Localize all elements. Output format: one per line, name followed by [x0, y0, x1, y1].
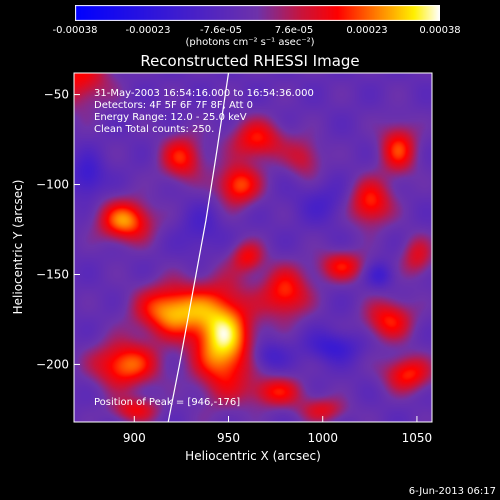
colorbar-tick-4: 0.00023 [346, 25, 388, 36]
colorbar-tick-0: -0.00038 [52, 25, 98, 36]
colorbar-gradient [75, 5, 440, 21]
annotation-counts: Clean Total counts: 250. [94, 124, 215, 135]
footer-timestamp: 6-Jun-2013 06:17 [408, 486, 496, 497]
annotation-detectors: Detectors: 4F 5F 6F 7F 8F, Att 0 [94, 100, 254, 111]
plot-frame [73, 72, 433, 423]
heatmap-image [74, 73, 432, 422]
colorbar-tick-5: 0.00038 [419, 25, 461, 36]
y-tick-label-2: −150 [36, 267, 69, 281]
y-axis: −50 −100 −150 −200 [36, 88, 80, 371]
x-tick-label-0: 900 [123, 431, 146, 445]
x-tick-label-1: 950 [217, 431, 240, 445]
y-tick-label-1: −100 [36, 178, 69, 192]
x-axis: 900 950 1000 1050 [123, 416, 432, 445]
annotation-energy: Energy Range: 12.0 - 25.0 keV [94, 112, 247, 123]
colorbar-tick-1: -0.00023 [125, 25, 171, 36]
chart-title: Reconstructed RHESSI Image [140, 52, 360, 70]
y-tick-label-0: −50 [44, 88, 69, 102]
solar-limb-line [167, 72, 230, 423]
y-tick-label-3: −200 [36, 357, 69, 371]
colorbar [75, 5, 440, 21]
x-tick-label-3: 1050 [402, 431, 433, 445]
x-axis-label: Heliocentric X (arcsec) [185, 449, 321, 463]
peak-position-label: Position of Peak = [946,-176] [94, 397, 241, 408]
annotation-time: 31-May-2003 16:54:16.000 to 16:54:36.000 [94, 88, 314, 99]
colorbar-tick-2: -7.6e-05 [200, 25, 242, 36]
colorbar-tick-3: 7.6e-05 [274, 25, 314, 36]
colorbar-unit: (photons cm⁻² s⁻¹ asec⁻²) [185, 37, 315, 48]
x-tick-label-2: 1000 [307, 431, 338, 445]
y-axis-label: Heliocentric Y (arcsec) [11, 180, 25, 315]
